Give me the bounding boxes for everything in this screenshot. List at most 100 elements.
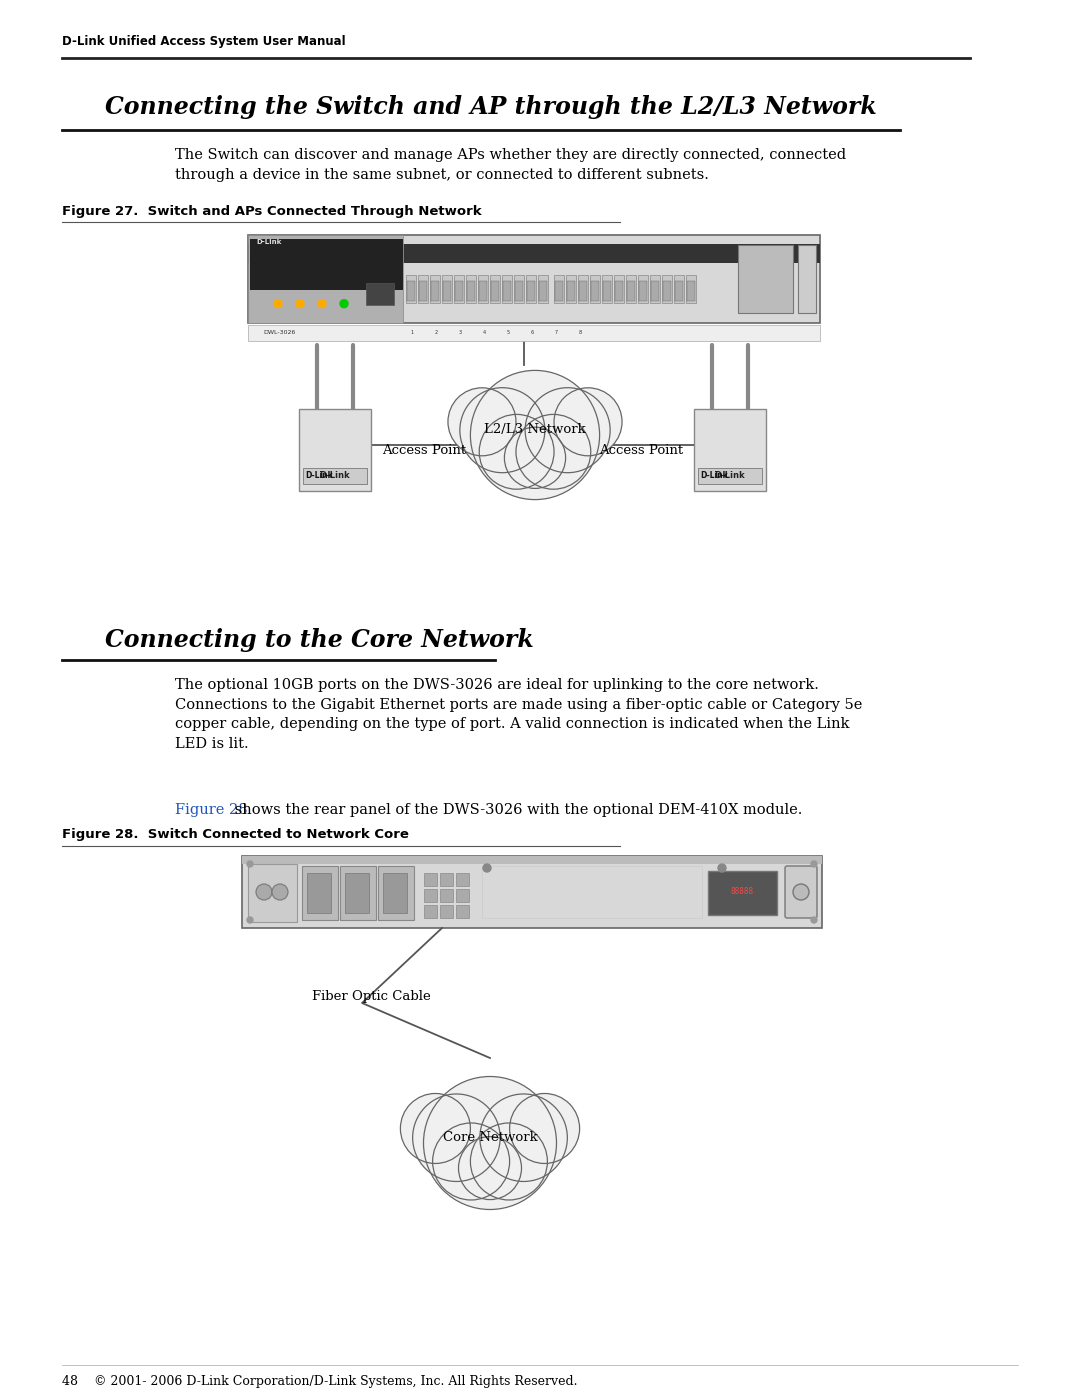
FancyBboxPatch shape bbox=[626, 275, 636, 303]
Circle shape bbox=[504, 427, 566, 489]
FancyBboxPatch shape bbox=[456, 888, 469, 902]
Circle shape bbox=[247, 861, 253, 868]
FancyBboxPatch shape bbox=[527, 281, 535, 300]
Text: D-Link: D-Link bbox=[715, 472, 745, 481]
FancyBboxPatch shape bbox=[431, 281, 438, 300]
Circle shape bbox=[793, 884, 809, 900]
FancyBboxPatch shape bbox=[482, 866, 702, 918]
FancyBboxPatch shape bbox=[440, 888, 453, 902]
FancyBboxPatch shape bbox=[456, 905, 469, 918]
FancyBboxPatch shape bbox=[249, 239, 403, 289]
Text: 88888: 88888 bbox=[730, 887, 754, 897]
FancyBboxPatch shape bbox=[514, 275, 524, 303]
FancyBboxPatch shape bbox=[465, 275, 476, 303]
FancyBboxPatch shape bbox=[303, 468, 367, 483]
Text: 48    © 2001- 2006 D-Link Corporation/D-Link Systems, Inc. All Rights Reserved.: 48 © 2001- 2006 D-Link Corporation/D-Lin… bbox=[62, 1375, 578, 1389]
Circle shape bbox=[483, 863, 491, 872]
FancyBboxPatch shape bbox=[490, 275, 500, 303]
FancyBboxPatch shape bbox=[248, 863, 297, 922]
FancyBboxPatch shape bbox=[248, 235, 403, 323]
FancyBboxPatch shape bbox=[406, 275, 416, 303]
FancyBboxPatch shape bbox=[590, 275, 600, 303]
FancyBboxPatch shape bbox=[515, 281, 523, 300]
FancyBboxPatch shape bbox=[424, 873, 437, 886]
FancyBboxPatch shape bbox=[340, 866, 376, 921]
FancyBboxPatch shape bbox=[299, 409, 372, 490]
Circle shape bbox=[510, 1094, 580, 1164]
Circle shape bbox=[480, 415, 554, 489]
Text: 7: 7 bbox=[554, 331, 557, 335]
Text: 8: 8 bbox=[579, 331, 581, 335]
FancyBboxPatch shape bbox=[467, 281, 475, 300]
FancyBboxPatch shape bbox=[555, 281, 563, 300]
Text: shows the rear panel of the DWS-3026 with the optional DEM-410X module.: shows the rear panel of the DWS-3026 wit… bbox=[230, 803, 802, 817]
FancyBboxPatch shape bbox=[615, 281, 623, 300]
FancyBboxPatch shape bbox=[440, 905, 453, 918]
FancyBboxPatch shape bbox=[687, 281, 696, 300]
FancyBboxPatch shape bbox=[478, 275, 488, 303]
Circle shape bbox=[256, 884, 272, 900]
FancyBboxPatch shape bbox=[480, 281, 487, 300]
FancyBboxPatch shape bbox=[242, 856, 822, 863]
Circle shape bbox=[811, 861, 816, 868]
Text: 1: 1 bbox=[410, 331, 414, 335]
FancyBboxPatch shape bbox=[603, 281, 611, 300]
FancyBboxPatch shape bbox=[627, 281, 635, 300]
FancyBboxPatch shape bbox=[419, 281, 427, 300]
FancyBboxPatch shape bbox=[345, 873, 369, 914]
Circle shape bbox=[413, 1094, 500, 1182]
FancyBboxPatch shape bbox=[663, 281, 671, 300]
FancyBboxPatch shape bbox=[443, 281, 451, 300]
Text: Figure 28: Figure 28 bbox=[175, 803, 247, 817]
Circle shape bbox=[471, 370, 599, 500]
Text: 2: 2 bbox=[434, 331, 437, 335]
Text: D-Link: D-Link bbox=[305, 472, 333, 481]
Text: 6: 6 bbox=[530, 331, 534, 335]
FancyBboxPatch shape bbox=[554, 275, 564, 303]
FancyBboxPatch shape bbox=[538, 275, 548, 303]
Text: 3: 3 bbox=[458, 331, 461, 335]
Circle shape bbox=[247, 916, 253, 923]
Text: Figure 27.  Switch and APs Connected Through Network: Figure 27. Switch and APs Connected Thro… bbox=[62, 205, 482, 218]
FancyBboxPatch shape bbox=[242, 856, 822, 928]
FancyBboxPatch shape bbox=[503, 281, 511, 300]
Circle shape bbox=[525, 388, 610, 472]
Circle shape bbox=[460, 388, 545, 472]
FancyBboxPatch shape bbox=[366, 284, 394, 305]
FancyBboxPatch shape bbox=[579, 281, 588, 300]
FancyBboxPatch shape bbox=[662, 275, 672, 303]
Text: The optional 10GB ports on the DWS-3026 are ideal for uplinking to the core netw: The optional 10GB ports on the DWS-3026 … bbox=[175, 678, 862, 750]
FancyBboxPatch shape bbox=[738, 244, 793, 313]
FancyBboxPatch shape bbox=[698, 468, 762, 483]
FancyBboxPatch shape bbox=[602, 275, 612, 303]
FancyBboxPatch shape bbox=[591, 281, 599, 300]
Circle shape bbox=[423, 1077, 556, 1210]
Circle shape bbox=[471, 1123, 548, 1200]
FancyBboxPatch shape bbox=[675, 281, 683, 300]
Circle shape bbox=[401, 1094, 471, 1164]
FancyBboxPatch shape bbox=[567, 281, 575, 300]
Circle shape bbox=[448, 388, 516, 455]
FancyBboxPatch shape bbox=[639, 281, 647, 300]
FancyBboxPatch shape bbox=[708, 870, 777, 915]
Text: 4: 4 bbox=[483, 331, 486, 335]
FancyBboxPatch shape bbox=[440, 873, 453, 886]
FancyBboxPatch shape bbox=[407, 281, 415, 300]
FancyBboxPatch shape bbox=[526, 275, 536, 303]
FancyBboxPatch shape bbox=[539, 281, 546, 300]
FancyBboxPatch shape bbox=[248, 244, 820, 263]
Circle shape bbox=[554, 388, 622, 455]
FancyBboxPatch shape bbox=[455, 281, 463, 300]
Circle shape bbox=[718, 863, 726, 872]
Text: D-Link: D-Link bbox=[320, 472, 350, 481]
Circle shape bbox=[433, 1123, 510, 1200]
FancyBboxPatch shape bbox=[302, 866, 338, 921]
Circle shape bbox=[274, 299, 282, 307]
FancyBboxPatch shape bbox=[615, 275, 624, 303]
FancyBboxPatch shape bbox=[674, 275, 684, 303]
FancyBboxPatch shape bbox=[798, 244, 816, 313]
FancyBboxPatch shape bbox=[307, 873, 330, 914]
FancyBboxPatch shape bbox=[418, 275, 428, 303]
Text: Connecting the Switch and AP through the L2/L3 Network: Connecting the Switch and AP through the… bbox=[105, 95, 877, 119]
FancyBboxPatch shape bbox=[651, 281, 659, 300]
